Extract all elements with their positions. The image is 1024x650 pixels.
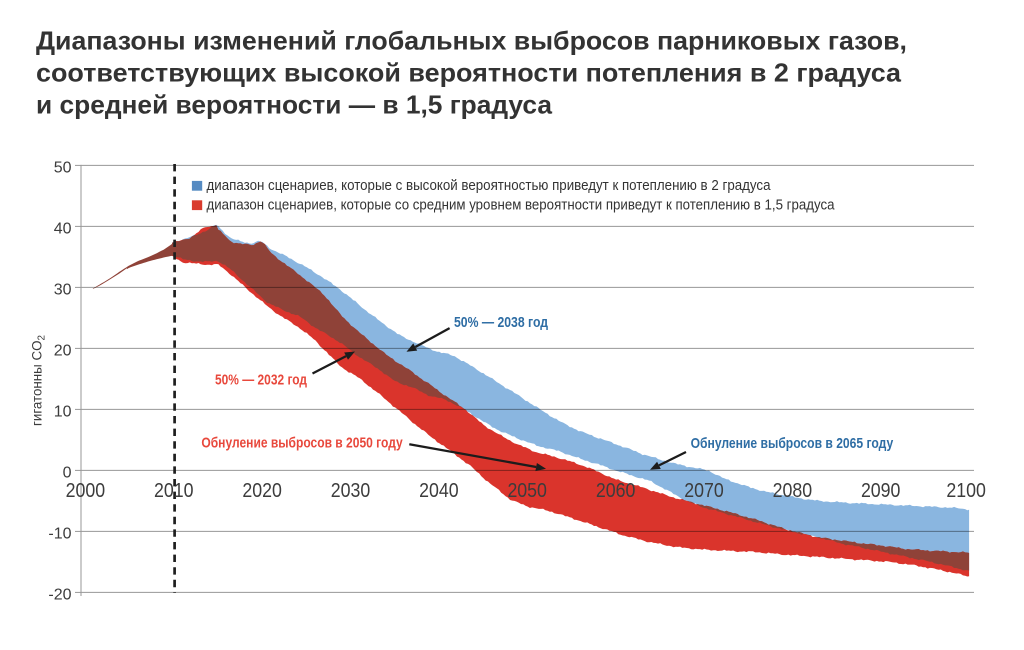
svg-text:-10: -10 <box>48 526 71 543</box>
svg-text:2030: 2030 <box>331 480 371 502</box>
svg-text:диапазон сценариев, которые с: диапазон сценариев, которые с высокой ве… <box>207 177 772 194</box>
svg-text:Диапазоны изменений глобальных: Диапазоны изменений глобальных выбросов … <box>36 26 907 56</box>
svg-text:2000: 2000 <box>66 480 106 502</box>
svg-text:2060: 2060 <box>596 480 636 502</box>
svg-text:Обнуление выбросов в 2065 году: Обнуление выбросов в 2065 году <box>691 435 894 452</box>
svg-text:2100: 2100 <box>946 480 986 502</box>
svg-text:2040: 2040 <box>419 480 459 502</box>
svg-text:2080: 2080 <box>773 480 813 502</box>
svg-text:2050: 2050 <box>507 480 547 502</box>
svg-text:-20: -20 <box>48 587 71 604</box>
svg-text:2070: 2070 <box>684 480 724 502</box>
svg-text:соответствующих высокой вероят: соответствующих высокой вероятности поте… <box>36 58 902 88</box>
svg-text:0: 0 <box>63 465 72 482</box>
svg-text:Обнуление выбросов в 2050 году: Обнуление выбросов в 2050 году <box>201 434 403 451</box>
svg-text:30: 30 <box>54 282 72 299</box>
svg-text:50% — 2032 год: 50% — 2032 год <box>215 372 307 389</box>
svg-text:диапазон сценариев, которые со: диапазон сценариев, которые со средним у… <box>207 196 836 213</box>
svg-text:50: 50 <box>54 160 72 177</box>
svg-text:20: 20 <box>54 343 72 360</box>
svg-text:2020: 2020 <box>242 480 282 502</box>
svg-text:40: 40 <box>54 221 72 238</box>
svg-text:гигатонны CO2: гигатонны CO2 <box>30 335 48 426</box>
svg-text:50% — 2038 год: 50% — 2038 год <box>454 314 548 331</box>
svg-text:10: 10 <box>54 404 72 421</box>
svg-text:и средней вероятности — в 1,5: и средней вероятности — в 1,5 градуса <box>36 90 553 120</box>
svg-text:2010: 2010 <box>154 480 194 502</box>
svg-text:2090: 2090 <box>861 480 901 502</box>
